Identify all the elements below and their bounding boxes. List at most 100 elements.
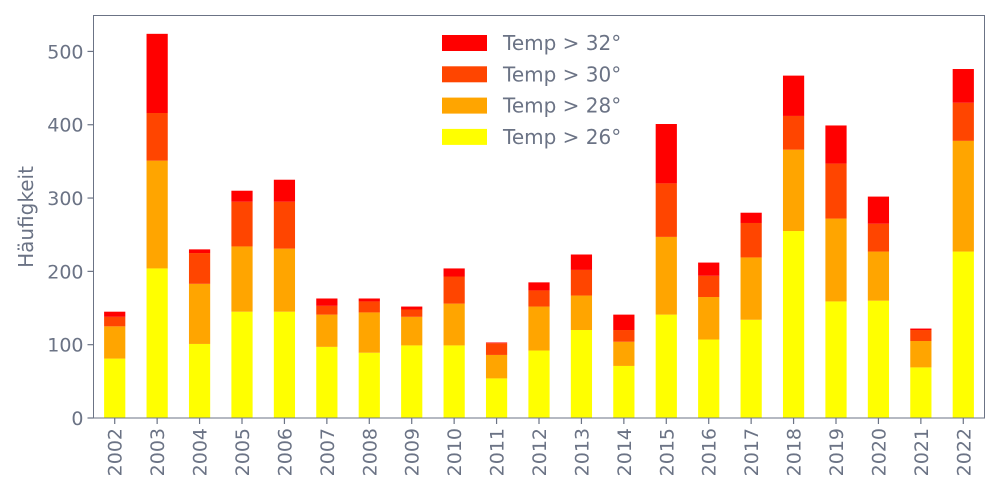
bar-2015-series-1 [655,236,677,315]
bar-2005-series-1 [231,246,253,312]
y-tick-label: 200 [47,261,83,283]
bar-2014-series-1 [613,341,635,366]
bars-layer [104,33,974,418]
x-tick-label: 2017 [741,428,763,476]
bar-2022-series-0 [952,251,974,418]
bar-2021-series-1 [910,341,932,368]
bar-2015-series-2 [655,183,677,237]
x-tick-label: 2012 [529,428,551,476]
bar-2009-series-1 [401,316,423,346]
bar-2009-series-3 [401,306,423,310]
bar-2005-series-2 [231,201,253,247]
bar-2002-series-0 [104,358,126,418]
bar-2018-series-2 [782,115,805,150]
bar-2020-series-0 [867,300,890,418]
bar-2003-series-0 [146,268,168,418]
bar-2011-series-3 [485,342,508,344]
x-tick-label: 2015 [656,428,678,476]
bar-2021-series-2 [910,330,932,342]
bar-2014-series-3 [613,314,635,331]
bar-2006-series-0 [273,311,296,418]
bar-2011-series-2 [485,343,508,355]
bar-2016-series-2 [698,275,720,298]
legend-swatch [442,35,487,51]
legend-label: Temp > 26° [502,125,621,149]
y-axis-label: Häufigkeit [14,166,38,268]
bar-2019-series-0 [825,301,847,418]
bar-2008-series-2 [358,301,380,313]
x-tick-label: 2006 [274,428,296,476]
bar-2006-series-1 [273,248,296,312]
bar-2005-series-3 [231,190,253,202]
bar-2017-series-2 [740,222,762,258]
bar-2003-series-2 [146,113,168,161]
bar-2009-series-0 [401,345,423,418]
bar-2011-series-1 [485,354,508,379]
bar-2010-series-3 [443,268,465,277]
bar-2013-series-0 [570,330,593,418]
y-tick-label: 500 [47,41,83,63]
bar-2003-series-3 [146,33,168,114]
bar-2021-series-0 [910,367,932,418]
bar-2019-series-3 [825,125,847,164]
x-tick-label: 2020 [868,428,890,476]
bar-2010-series-1 [443,303,465,346]
bar-2007-series-3 [316,298,338,306]
x-tick-label: 2005 [232,428,254,476]
bar-2020-series-2 [867,223,890,252]
bar-2008-series-3 [358,298,380,302]
y-tick-label: 300 [47,188,83,210]
x-tick-label: 2021 [911,428,933,476]
x-tick-label: 2008 [359,428,381,476]
bar-2012-series-3 [528,282,550,291]
legend-swatch [442,66,487,83]
x-tick-label: 2002 [105,428,127,476]
bar-2017-series-3 [740,212,762,223]
x-tick-label: 2014 [614,428,636,476]
bar-2018-series-1 [782,149,805,232]
bar-2008-series-1 [358,312,380,353]
bar-2012-series-0 [528,350,550,418]
bar-2010-series-2 [443,276,465,304]
bar-2019-series-2 [825,163,847,219]
y-tick-label: 400 [47,115,83,137]
bar-2015-series-3 [655,124,677,184]
bar-2013-series-3 [570,254,593,270]
x-tick-label: 2009 [402,428,424,476]
x-tick-label: 2022 [953,428,975,476]
y-tick-label: 100 [47,335,83,357]
y-tick-label: 0 [71,408,83,430]
bar-2002-series-2 [104,316,126,327]
x-tick-label: 2010 [444,428,466,476]
legend-swatch [442,97,487,114]
x-tick-label: 2016 [699,428,721,476]
bar-2008-series-0 [358,352,380,418]
bar-2004-series-0 [188,343,211,418]
bar-2007-series-0 [316,346,338,418]
bar-2013-series-1 [570,295,593,331]
bar-2014-series-2 [613,330,635,342]
y-axis: 0 100 200 300 400 500 [47,41,94,430]
x-axis: 2002 2003 2004 2005 2006 2007 2008 2009 2010 2011… [105,418,975,476]
x-tick-label: 2004 [190,428,212,476]
bar-2006-series-3 [273,179,296,202]
bar-2015-series-0 [655,314,677,418]
legend-label: Temp > 32° [502,31,621,55]
bar-2021-series-3 [910,328,932,331]
legend: Temp > 32° Temp > 30° Temp > 28° Temp > 26° [442,31,621,149]
legend-label: Temp > 28° [502,94,621,118]
bar-2004-series-2 [188,253,211,284]
bar-2022-series-3 [952,69,974,103]
bar-2002-series-1 [104,326,126,359]
bar-2020-series-1 [867,251,890,301]
x-tick-label: 2011 [487,428,509,476]
bar-2016-series-0 [698,339,720,418]
bar-2016-series-3 [698,262,720,276]
bar-2017-series-1 [740,257,762,320]
bar-2016-series-1 [698,297,720,340]
bar-2019-series-1 [825,218,847,302]
bar-2002-series-3 [104,311,126,317]
bar-2011-series-0 [485,378,508,418]
bar-2017-series-0 [740,319,762,418]
